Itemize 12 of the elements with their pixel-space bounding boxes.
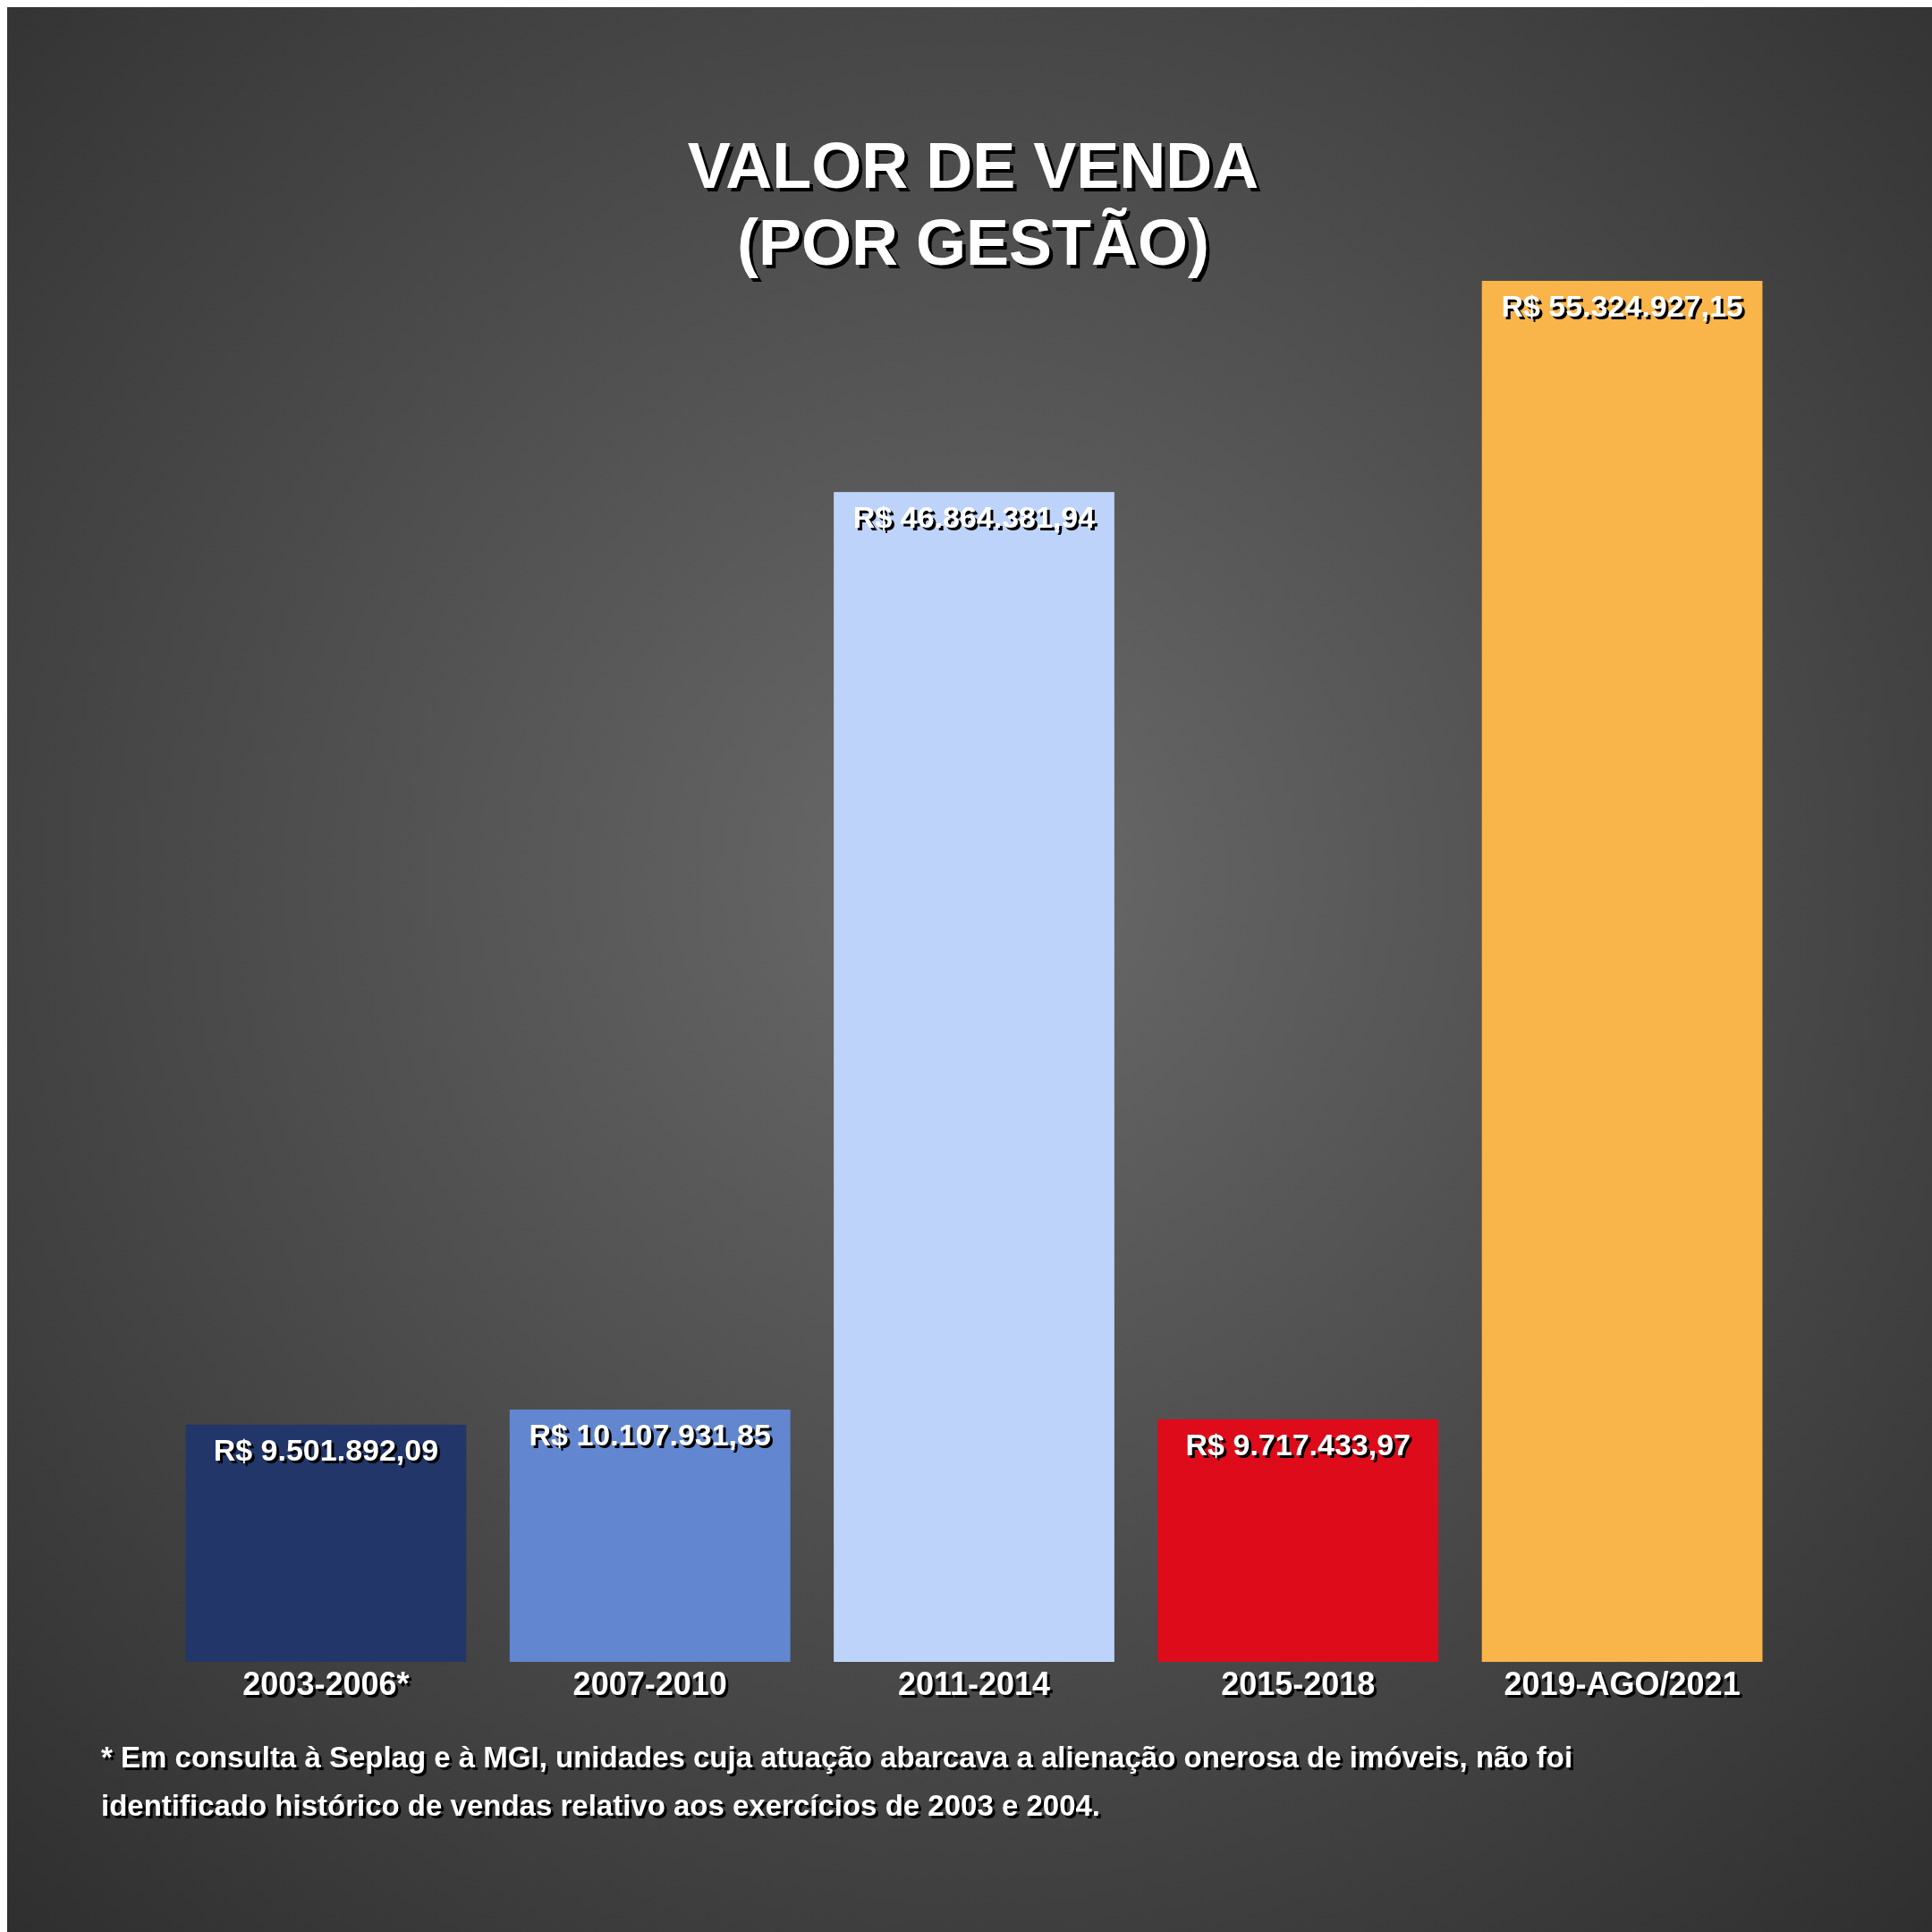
text: * Em consulta à Seplag e à MGI, unidades cuja atuação abarcava a alienação onerosa de imóveis, não foi identificado histórico de vendas relativo aos exercícios de 2003 e 2004. — [101, 1741, 1573, 1822]
data-label: R$ 10.107.931,85 — [529, 1417, 771, 1452]
chart-title: VALOR DE VENDA (POR GESTÃO) — [687, 130, 1259, 278]
x-tick-label: 2003-2006* — [242, 1665, 410, 1702]
x-tick-label: 2007-2010 — [572, 1665, 727, 1702]
data-label: R$ 55.324.927,15 — [1501, 289, 1743, 323]
data-label: R$ 9.501.892,09 — [213, 1432, 439, 1467]
data-label: R$ 46.864.381,94 — [852, 500, 1096, 535]
x-tick-label: 2011-2014 — [897, 1665, 1051, 1702]
x-tick-label: 2019-AGO/2021 — [1504, 1665, 1741, 1702]
data-label: R$ 9.717.433,97 — [1185, 1427, 1411, 1462]
x-tick-label: 2015-2018 — [1221, 1665, 1376, 1702]
